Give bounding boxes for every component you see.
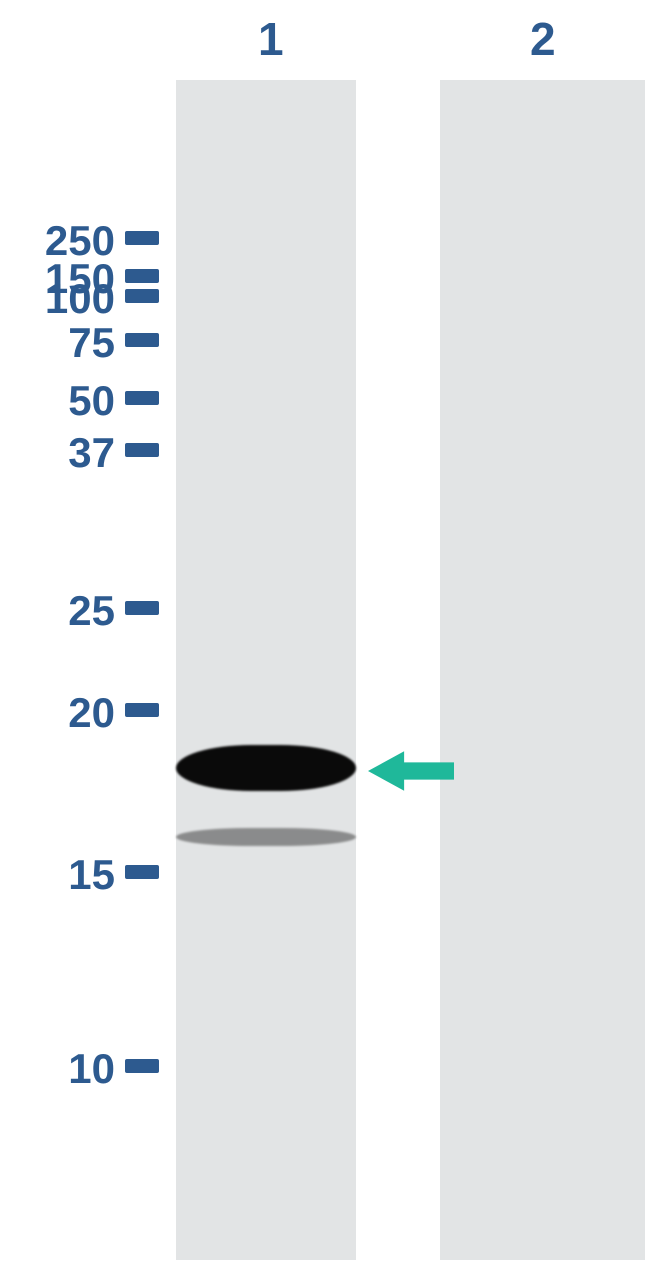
marker-tick xyxy=(125,443,159,457)
marker-tick xyxy=(125,391,159,405)
marker-tick xyxy=(125,601,159,615)
marker-label: 15 xyxy=(68,851,115,899)
marker-tick xyxy=(125,865,159,879)
protein-band xyxy=(176,828,356,846)
marker-label: 100 xyxy=(45,275,115,323)
marker-tick xyxy=(125,703,159,717)
lane-header-2: 2 xyxy=(530,12,556,66)
marker-tick xyxy=(125,231,159,245)
marker-tick xyxy=(125,289,159,303)
marker-tick xyxy=(125,333,159,347)
lane-1 xyxy=(176,80,356,1260)
marker-label: 10 xyxy=(68,1045,115,1093)
marker-tick xyxy=(125,269,159,283)
marker-tick xyxy=(125,1059,159,1073)
marker-label: 25 xyxy=(68,587,115,635)
band-indicator-arrow xyxy=(368,748,454,794)
protein-band xyxy=(176,745,356,791)
lane-header-1: 1 xyxy=(258,12,284,66)
marker-label: 37 xyxy=(68,429,115,477)
lane-2 xyxy=(440,80,645,1260)
marker-label: 20 xyxy=(68,689,115,737)
marker-label: 50 xyxy=(68,377,115,425)
western-blot-figure: 1 2 25015010075503725201510 xyxy=(0,0,650,1270)
marker-label: 75 xyxy=(68,319,115,367)
arrow-icon xyxy=(368,748,454,794)
